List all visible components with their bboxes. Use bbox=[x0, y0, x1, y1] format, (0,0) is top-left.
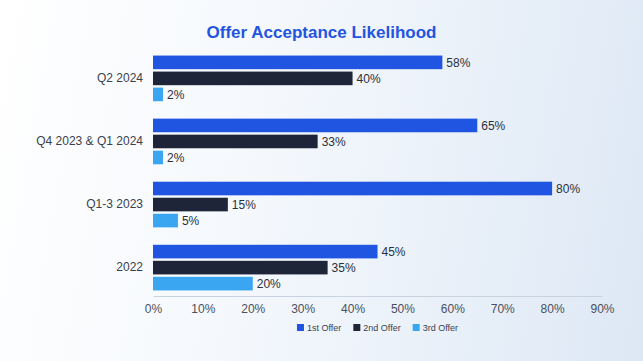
data-label: 2% bbox=[167, 151, 185, 165]
data-labels: 58% 65% 80% 45% 40% 33% 15% 35% 2% 2% 5% 20% bbox=[167, 56, 580, 291]
legend-swatch bbox=[297, 324, 304, 331]
legend-item: 3rd Offer bbox=[413, 323, 458, 333]
tick-label: 40% bbox=[341, 302, 365, 316]
data-label: 58% bbox=[446, 56, 470, 70]
legend-label: 3rd Offer bbox=[423, 323, 458, 333]
data-label: 33% bbox=[322, 135, 346, 149]
tick: 40% bbox=[341, 296, 365, 316]
tick-label: 50% bbox=[391, 302, 415, 316]
legend-swatch bbox=[353, 324, 360, 331]
bar bbox=[153, 56, 442, 70]
data-label: 65% bbox=[481, 119, 505, 133]
bar bbox=[153, 72, 353, 86]
legend-item: 2nd Offer bbox=[353, 323, 400, 333]
tick: 60% bbox=[441, 296, 465, 316]
title: Offer Acceptance Likelihood bbox=[207, 23, 437, 42]
tick: 50% bbox=[391, 296, 415, 316]
tick: 20% bbox=[241, 296, 265, 316]
tick-label: 0% bbox=[145, 302, 163, 316]
tick-label: Q2 2024 bbox=[97, 71, 143, 85]
x-axis: 0% 10% 20% 30% 40% 50% 60% 70% 80% 90% bbox=[145, 296, 615, 316]
bar-series bbox=[153, 72, 353, 275]
data-label: 80% bbox=[556, 182, 580, 196]
tick-label: Q4 2023 & Q1 2024 bbox=[36, 134, 143, 148]
tick-label: 70% bbox=[491, 302, 515, 316]
data-label: 5% bbox=[182, 214, 200, 228]
tick-label: 80% bbox=[541, 302, 565, 316]
tick-label: 30% bbox=[291, 302, 315, 316]
bar bbox=[153, 88, 163, 102]
tick: Q1-3 2023 bbox=[86, 197, 153, 211]
bar-series bbox=[153, 56, 552, 259]
chart: Offer Acceptance Likelihood 58% 65% 80% 45% 4… bbox=[0, 0, 643, 361]
tick: Q4 2023 & Q1 2024 bbox=[36, 134, 153, 148]
tick-label: 90% bbox=[590, 302, 614, 316]
tick-label: 20% bbox=[241, 302, 265, 316]
data-label: 45% bbox=[382, 245, 406, 259]
tick: 10% bbox=[191, 296, 215, 316]
tick-label: 2022 bbox=[116, 260, 143, 274]
bar bbox=[153, 135, 318, 149]
bar bbox=[153, 214, 178, 228]
legend: 1st Offer 2nd Offer 3rd Offer bbox=[297, 323, 458, 333]
tick-label: 10% bbox=[191, 302, 215, 316]
bar bbox=[153, 119, 477, 133]
y-axis: Q2 2024 Q4 2023 & Q1 2024 Q1-3 2023 2022 bbox=[36, 51, 153, 297]
tick: 0% bbox=[145, 296, 163, 316]
data-label: 35% bbox=[332, 261, 356, 275]
legend-swatch bbox=[413, 324, 420, 331]
bar bbox=[153, 151, 163, 165]
axis-line bbox=[154, 296, 603, 297]
legend-label: 2nd Offer bbox=[363, 323, 400, 333]
tick: 80% bbox=[541, 296, 565, 316]
tick: 30% bbox=[291, 296, 315, 316]
tick: Q2 2024 bbox=[97, 71, 153, 85]
bars bbox=[153, 56, 552, 291]
data-label: 40% bbox=[357, 72, 381, 86]
legend-label: 1st Offer bbox=[307, 323, 341, 333]
bar bbox=[153, 182, 552, 196]
bar-series bbox=[153, 88, 253, 291]
tick-label: 60% bbox=[441, 302, 465, 316]
tick: 90% bbox=[590, 296, 614, 316]
tick-label: Q1-3 2023 bbox=[86, 197, 143, 211]
bar bbox=[153, 261, 328, 275]
bar bbox=[153, 245, 378, 259]
axis-line bbox=[153, 51, 154, 297]
data-label: 20% bbox=[257, 277, 281, 291]
data-label: 15% bbox=[232, 198, 256, 212]
legend-item: 1st Offer bbox=[297, 323, 341, 333]
bar bbox=[153, 277, 253, 291]
tick: 2022 bbox=[116, 260, 153, 274]
data-label: 2% bbox=[167, 88, 185, 102]
tick: 70% bbox=[491, 296, 515, 316]
bar bbox=[153, 198, 228, 212]
